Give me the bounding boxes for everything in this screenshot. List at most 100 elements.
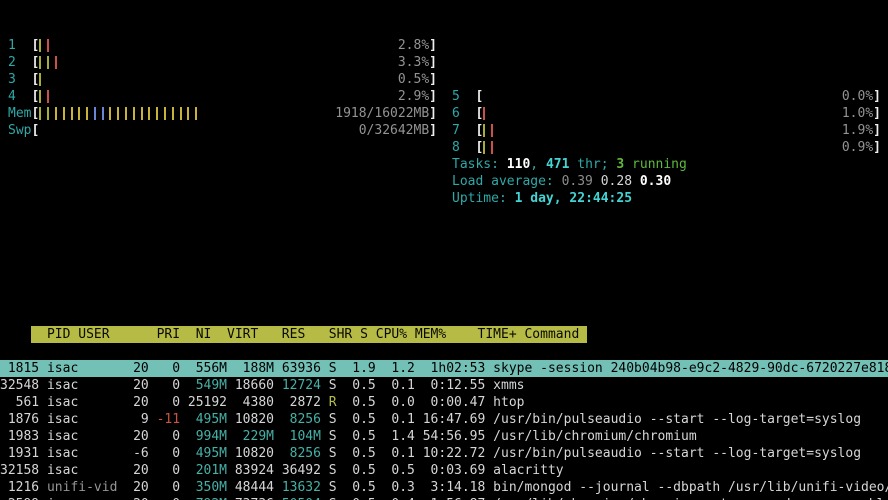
cell-ni: 0	[156, 463, 188, 478]
meter-tick	[47, 90, 50, 103]
column-header-res[interactable]: RES	[266, 327, 314, 342]
meter-bracket-close: ]	[429, 106, 437, 121]
cell-shr: 8256	[281, 412, 329, 427]
meter-tick	[491, 124, 494, 137]
meter-tick	[117, 107, 120, 120]
process-row-2599[interactable]: 2599 isac 20 0 792M 73736 50504 S 0.5 0.…	[0, 496, 888, 500]
process-row-1216[interactable]: 1216 unifi-vid 20 0 350M 48444 13632 S 0…	[0, 479, 888, 496]
column-header-ni[interactable]: NI	[187, 327, 220, 342]
meter-tick	[39, 90, 42, 103]
meter-tick	[195, 107, 198, 120]
meter-8: 8 [0.9%]	[452, 139, 881, 156]
meter-bracket-open: [	[475, 123, 484, 138]
cell-s: S	[328, 446, 345, 461]
meter-bar: 0.5%	[39, 71, 429, 88]
load-average: Load average: 0.39 0.28 0.30	[452, 173, 881, 190]
meter-4: 4 [2.9%]	[8, 88, 437, 105]
process-row-561[interactable]: 561 isac 20 0 25192 4380 2872 R 0.5 0.0 …	[0, 394, 888, 411]
meter-tick	[93, 107, 96, 120]
meter-value: 0.9%	[841, 140, 874, 155]
cell-virt: 549M	[187, 378, 235, 393]
cell-res: 188M	[234, 361, 282, 376]
cell-pri: 20	[125, 378, 157, 393]
meter-bar: 1.9%	[483, 122, 873, 139]
cell-user: isac	[46, 378, 126, 393]
cell-s: S	[328, 361, 345, 376]
meter-tick	[179, 107, 182, 120]
meter-5: 5 [0.0%]	[452, 88, 881, 105]
meter-tick	[70, 107, 73, 120]
cell-time: 54:56.95	[422, 429, 494, 444]
column-header-s[interactable]: S	[360, 327, 376, 342]
cell-pid: 32548	[0, 378, 47, 393]
column-header-cmd[interactable]: Command	[524, 327, 588, 342]
meter-bracket-open: [	[31, 89, 40, 104]
cell-res: 229M	[234, 429, 282, 444]
cell-shr: 12724	[281, 378, 329, 393]
cell-pid: 2599	[0, 497, 47, 500]
meter-bar: 3.3%	[39, 54, 429, 71]
meter-tick	[491, 141, 494, 154]
cell-cmd: alacritty	[493, 463, 564, 478]
load-average-segment: 0.28	[600, 174, 640, 189]
cell-time: 16:47.69	[422, 412, 494, 427]
meter-label: 1	[8, 38, 32, 53]
process-row-1931[interactable]: 1931 isac -6 0 495M 10820 8256 S 0.5 0.1…	[0, 445, 888, 462]
meter-label: 6	[452, 106, 476, 121]
meter-label: 4	[8, 89, 32, 104]
cell-cmd: /usr/lib/chromium/chromium	[493, 429, 697, 444]
cell-mem: 1.2	[383, 361, 423, 376]
column-header-mem[interactable]: MEM%	[414, 327, 455, 342]
cell-time: 1h02:53	[422, 361, 494, 376]
cell-user: isac	[46, 463, 126, 478]
process-list: 1815 isac 20 0 556M 188M 63936 S 1.9 1.2…	[0, 360, 888, 500]
cell-time: 1:56.87	[423, 497, 493, 500]
tasks-summary: Tasks: 110, 471 thr; 3 running	[452, 156, 881, 173]
cell-s: S	[328, 463, 345, 478]
meter-bracket-open: [	[31, 123, 40, 138]
column-header-cpu[interactable]: CPU%	[375, 327, 415, 342]
cell-pid: 1931	[0, 446, 47, 461]
meter-bracket-close: ]	[429, 55, 437, 70]
meter-column-right: 5 [0.0%] 6 [1.0%] 7 [1.9%] 8 [0.9%] Tasks: 1…	[444, 37, 888, 207]
meter-tick	[483, 124, 486, 137]
load-average-segment: 0.39	[561, 174, 601, 189]
column-header-pid[interactable]: PID	[31, 327, 79, 342]
cell-pid: 561	[0, 395, 47, 410]
cell-time: 0:03.69	[422, 463, 494, 478]
meter-tick	[62, 107, 65, 120]
meter-2: 2 [3.3%]	[8, 54, 437, 71]
process-row-1983[interactable]: 1983 isac 20 0 994M 229M 104M S 0.5 1.4 …	[0, 428, 888, 445]
meter-7: 7 [1.9%]	[452, 122, 881, 139]
table-header-bar: PID USER PRI NI VIRT RES SHR S CPU% MEM%…	[31, 326, 588, 343]
meter-value: 2.8%	[397, 38, 430, 53]
meter-label: Swp	[8, 123, 32, 138]
column-header-user[interactable]: USER	[78, 327, 157, 342]
meter-tick	[164, 107, 167, 120]
cell-cmd: /usr/bin/pulseaudio --start --log-target…	[493, 412, 862, 427]
process-row-1876[interactable]: 1876 isac 9 -11 495M 10820 8256 S 0.5 0.…	[0, 411, 888, 428]
tasks-summary-segment: 471	[545, 157, 570, 172]
cell-shr: 50504	[282, 497, 329, 500]
cell-mem: 0.1	[383, 378, 423, 393]
column-header-time[interactable]: TIME+	[454, 327, 525, 342]
cell-cpu: 0.5	[344, 429, 384, 444]
cell-cpu: 0.5	[344, 378, 384, 393]
cell-time: 10:22.72	[422, 446, 494, 461]
meter-bracket-open: [	[475, 140, 484, 155]
cell-pid: 1815	[0, 361, 47, 376]
cell-ni: 0	[156, 361, 188, 376]
uptime: Uptime: 1 day, 22:44:25	[452, 190, 881, 207]
column-header-virt[interactable]: VIRT	[219, 327, 267, 342]
column-header-shr[interactable]: SHR	[313, 327, 361, 342]
cell-pri: 20	[125, 361, 157, 376]
process-row-32548[interactable]: 32548 isac 20 0 549M 18660 12724 S 0.5 0…	[0, 377, 888, 394]
process-row-32158[interactable]: 32158 isac 20 0 201M 83924 36492 S 0.5 0…	[0, 462, 888, 479]
meter-swp: Swp[0/32642MB]	[8, 122, 437, 139]
meter-tick	[140, 107, 143, 120]
column-header-pri[interactable]: PRI	[156, 327, 188, 342]
meter-label: Mem	[8, 106, 32, 121]
process-row-1815[interactable]: 1815 isac 20 0 556M 188M 63936 S 1.9 1.2…	[0, 360, 888, 377]
tasks-summary-segment: Tasks:	[452, 157, 507, 172]
